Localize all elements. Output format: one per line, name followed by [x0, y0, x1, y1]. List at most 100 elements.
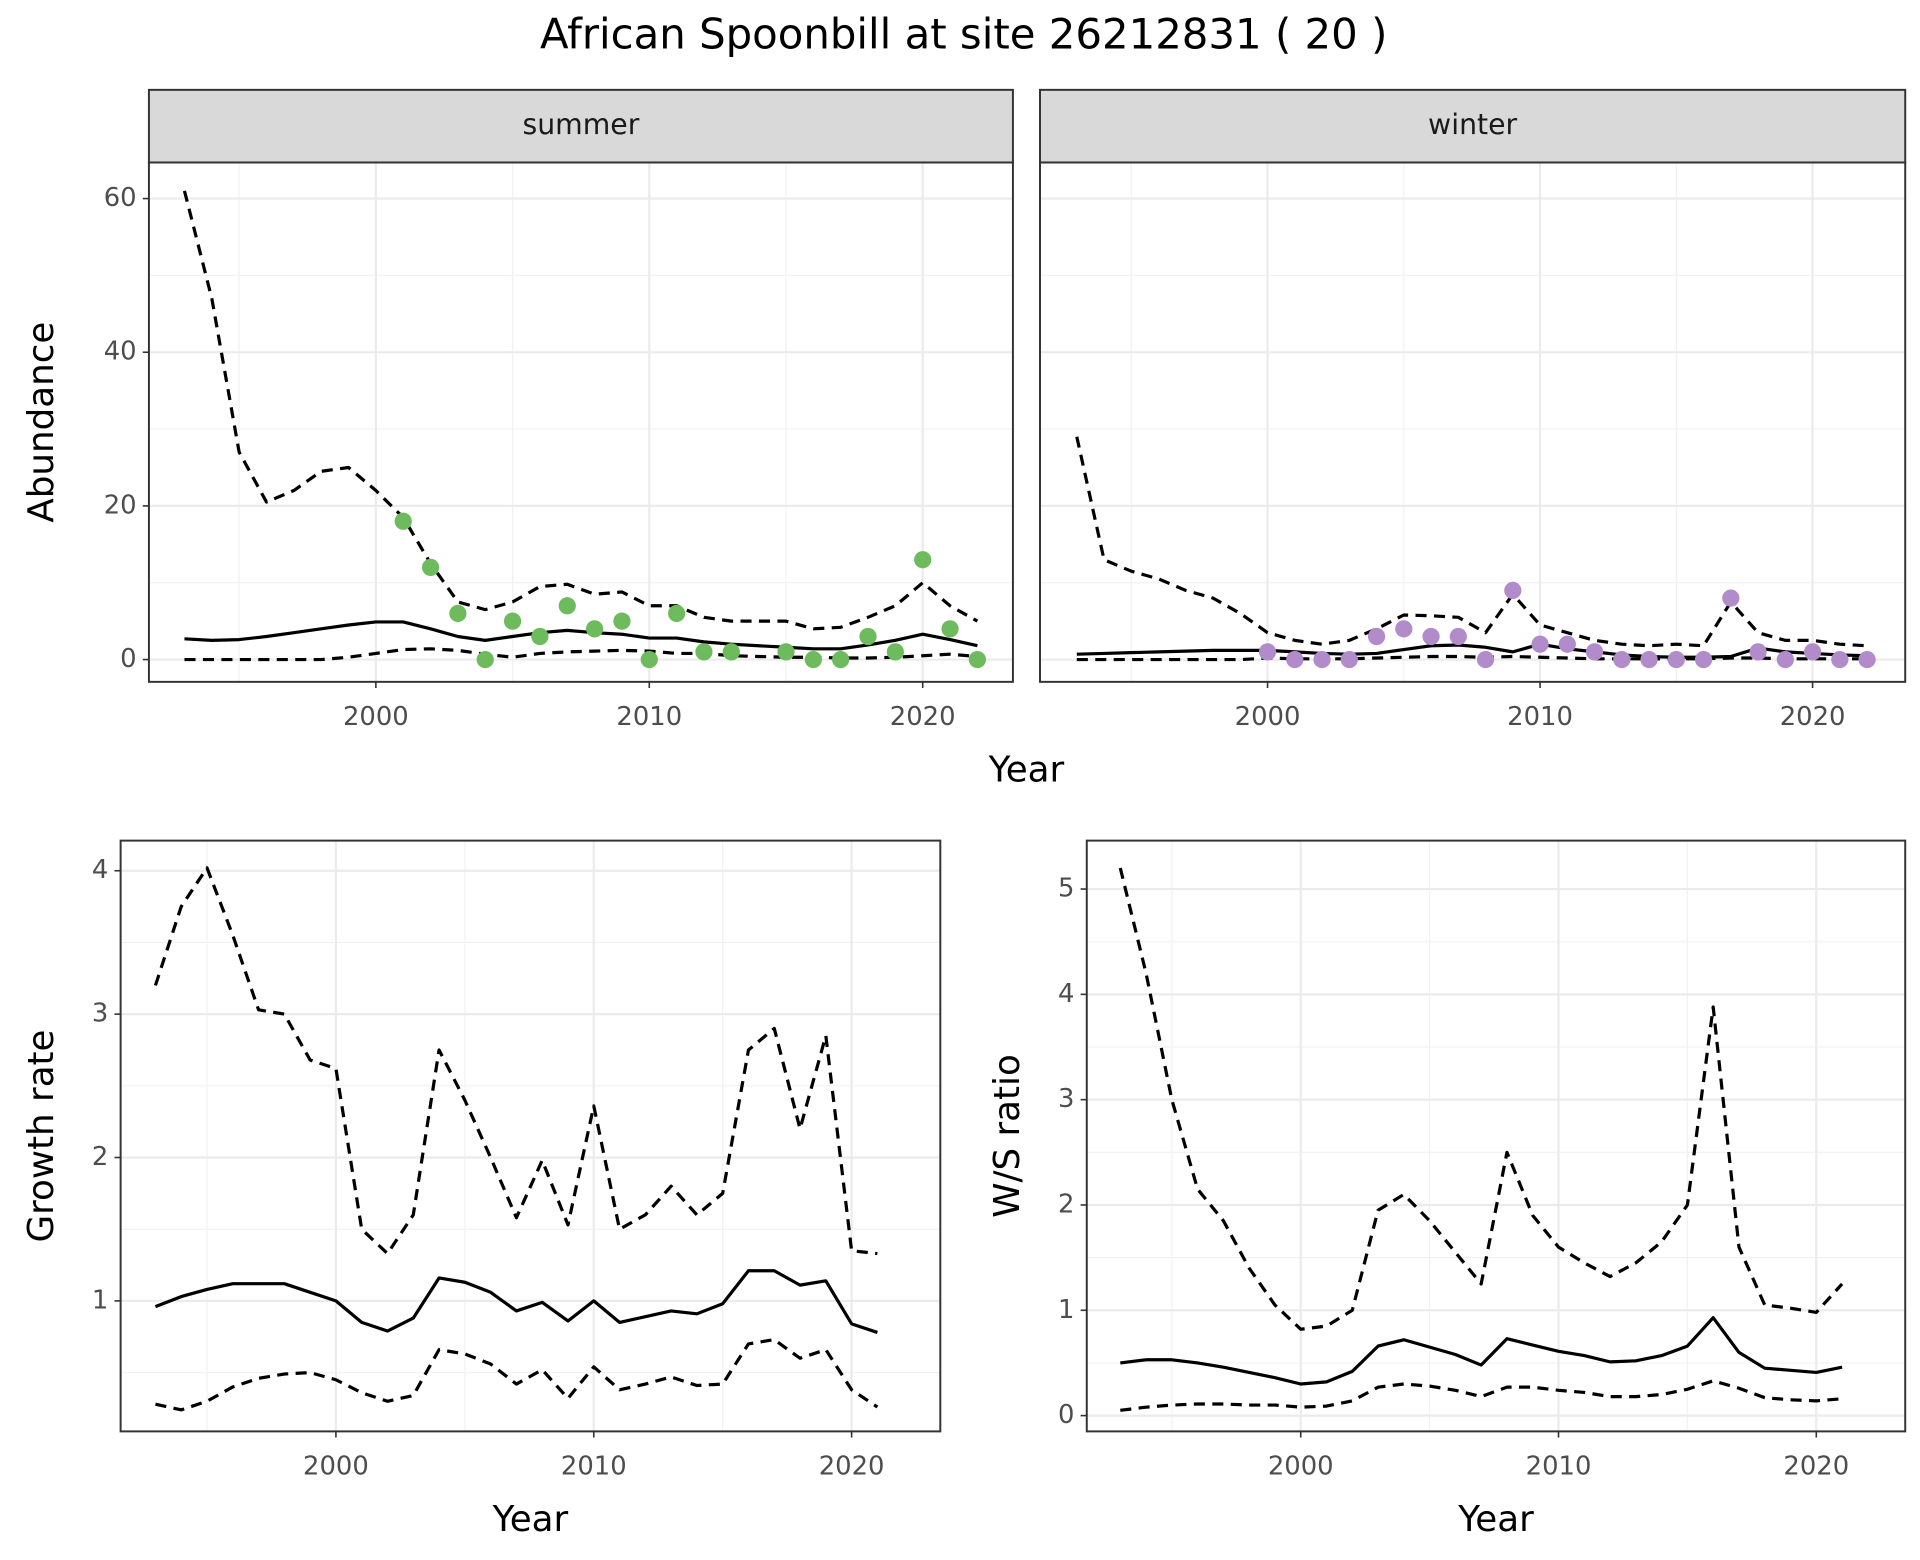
x-axis-title: Year [1457, 1499, 1534, 1540]
y-tick-label: 5 [1058, 874, 1074, 904]
data-point [1776, 650, 1794, 669]
figure-title: African Spoonbill at site 26212831 ( 20 … [540, 9, 1387, 58]
x-tick-label: 2010 [1526, 1452, 1592, 1482]
data-point [558, 597, 576, 615]
strip-background [147, 88, 1014, 164]
data-point [1858, 650, 1876, 669]
y-tick-label: 4 [92, 855, 108, 885]
x-tick-label: 2020 [1783, 1452, 1849, 1482]
x-tick-label: 2010 [561, 1452, 627, 1482]
strip-label: summer [522, 108, 639, 141]
panel-border [1085, 839, 1907, 1433]
x-tick-label: 2020 [890, 702, 956, 732]
x-tick-label: 2020 [819, 1452, 885, 1482]
data-point [476, 650, 494, 669]
interval-line [155, 1338, 879, 1412]
y-tick-label: 0 [1058, 1400, 1074, 1430]
y-tick-label: 2 [92, 1142, 108, 1172]
y-tick-label: 0 [120, 644, 136, 674]
y-tick-label: 20 [104, 490, 137, 520]
data-point [1504, 581, 1522, 600]
data-point [1694, 650, 1713, 669]
data-point [531, 627, 549, 646]
data-point [722, 643, 740, 661]
y-tick-label: 60 [104, 183, 137, 213]
data-point [1422, 627, 1440, 646]
data-point [832, 650, 850, 669]
data-point [1449, 627, 1467, 646]
y-tick-label: 40 [104, 337, 137, 367]
interval-line [184, 647, 978, 662]
plot-background [1086, 840, 1906, 1432]
data-point [585, 620, 604, 638]
plot-background [120, 840, 941, 1432]
data-point [1258, 643, 1277, 661]
trend-line [1076, 642, 1868, 659]
trend-line [154, 1269, 878, 1334]
data-point [1640, 650, 1658, 669]
plot-background [148, 162, 1013, 682]
x-tick-label: 2020 [1780, 702, 1846, 732]
x-axis-title: Year [492, 1499, 569, 1540]
data-point [668, 604, 686, 623]
data-point [777, 643, 795, 661]
plot-background [1040, 162, 1906, 682]
data-point [804, 650, 822, 669]
data-point [613, 612, 631, 630]
trend-line [1120, 1316, 1843, 1386]
x-tick-label: 2000 [1235, 702, 1301, 732]
data-point [1476, 650, 1495, 669]
data-point [1531, 635, 1549, 653]
x-tick-label: 2000 [303, 1452, 369, 1482]
x-tick-label: 2010 [1507, 702, 1573, 732]
data-point [394, 512, 412, 530]
data-point [859, 627, 877, 646]
data-point [914, 551, 932, 569]
data-point [1803, 643, 1822, 661]
data-point [1340, 650, 1358, 669]
data-point [421, 558, 440, 576]
data-point [1286, 650, 1304, 669]
data-point [1749, 643, 1767, 661]
data-point [503, 612, 522, 630]
data-point [640, 650, 658, 669]
interval-line [153, 866, 878, 1256]
y-tick-label: 1 [92, 1285, 108, 1315]
data-point [886, 643, 904, 661]
interval-line [1120, 1379, 1843, 1412]
data-point [1395, 620, 1413, 638]
data-point [941, 620, 959, 638]
data-point [1585, 643, 1604, 661]
y-axis-title: Growth rate [21, 1029, 62, 1242]
x-tick-label: 2000 [343, 702, 409, 732]
strip-label: winter [1428, 108, 1517, 141]
trend-line [184, 620, 978, 651]
strip-background [1039, 88, 1907, 164]
data-point [1831, 650, 1849, 669]
y-tick-label: 3 [92, 999, 108, 1029]
y-axis-title: W/S ratio [987, 1054, 1028, 1218]
y-axis-title: Abundance [21, 322, 62, 523]
data-point [449, 604, 467, 623]
y-tick-label: 2 [1058, 1189, 1074, 1219]
data-point [1313, 650, 1331, 669]
interval-line [1075, 436, 1868, 648]
interval-line [1118, 867, 1844, 1331]
data-point [1667, 650, 1685, 669]
x-axis-title: Year [988, 750, 1065, 791]
y-tick-label: 4 [1058, 979, 1074, 1009]
data-point [1558, 635, 1576, 653]
x-tick-label: 2010 [616, 702, 682, 732]
interval-line [1076, 654, 1868, 662]
data-point [1367, 627, 1386, 646]
panel-border [119, 839, 942, 1433]
data-point [1613, 650, 1631, 669]
y-tick-label: 1 [1058, 1295, 1074, 1325]
data-point [695, 643, 713, 661]
x-tick-label: 2000 [1268, 1452, 1334, 1482]
data-point [968, 650, 986, 669]
y-tick-label: 3 [1058, 1084, 1074, 1114]
data-point [1722, 589, 1740, 607]
